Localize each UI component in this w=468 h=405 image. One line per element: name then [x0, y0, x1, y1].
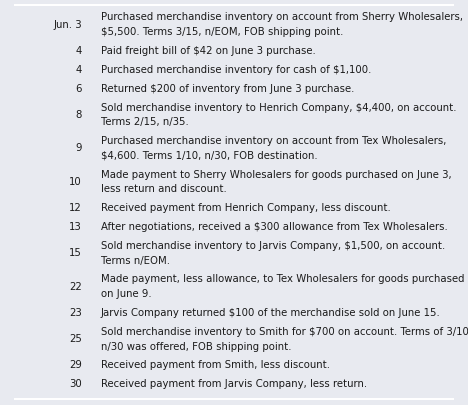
Text: Returned $200 of inventory from June 3 purchase.: Returned $200 of inventory from June 3 p… — [101, 83, 354, 94]
Text: 4: 4 — [75, 46, 82, 56]
Text: Purchased merchandise inventory for cash of $1,100.: Purchased merchandise inventory for cash… — [101, 65, 371, 75]
Text: Terms 2/15, n/35.: Terms 2/15, n/35. — [101, 117, 188, 127]
Text: Terms n/EOM.: Terms n/EOM. — [101, 255, 169, 265]
Text: 25: 25 — [69, 333, 82, 343]
Text: 29: 29 — [69, 360, 82, 369]
Text: 8: 8 — [75, 110, 82, 119]
Text: Purchased merchandise inventory on account from Sherry Wholesalers,: Purchased merchandise inventory on accou… — [101, 13, 463, 22]
Text: Sold merchandise inventory to Smith for $700 on account. Terms of 3/10,: Sold merchandise inventory to Smith for … — [101, 326, 468, 336]
Text: 15: 15 — [69, 248, 82, 258]
Text: Received payment from Henrich Company, less discount.: Received payment from Henrich Company, l… — [101, 202, 390, 213]
Text: 10: 10 — [69, 177, 82, 187]
Text: 9: 9 — [75, 143, 82, 153]
Text: less return and discount.: less return and discount. — [101, 184, 227, 194]
Text: $4,600. Terms 1/10, n/30, FOB destination.: $4,600. Terms 1/10, n/30, FOB destinatio… — [101, 150, 317, 160]
Text: n/30 was offered, FOB shipping point.: n/30 was offered, FOB shipping point. — [101, 341, 291, 351]
Text: 13: 13 — [69, 222, 82, 232]
Text: 22: 22 — [69, 281, 82, 291]
Text: 30: 30 — [69, 378, 82, 388]
Text: Made payment, less allowance, to Tex Wholesalers for goods purchased: Made payment, less allowance, to Tex Who… — [101, 274, 464, 284]
Text: 4: 4 — [75, 65, 82, 75]
Text: Purchased merchandise inventory on account from Tex Wholesalers,: Purchased merchandise inventory on accou… — [101, 136, 446, 146]
Text: Made payment to Sherry Wholesalers for goods purchased on June 3,: Made payment to Sherry Wholesalers for g… — [101, 169, 451, 179]
Text: Jarvis Company returned $100 of the merchandise sold on June 15.: Jarvis Company returned $100 of the merc… — [101, 307, 440, 317]
Text: on June 9.: on June 9. — [101, 288, 151, 298]
Text: Jun. 3: Jun. 3 — [53, 20, 82, 30]
Text: 23: 23 — [69, 307, 82, 317]
Text: $5,500. Terms 3/15, n/EOM, FOB shipping point.: $5,500. Terms 3/15, n/EOM, FOB shipping … — [101, 27, 343, 37]
Text: Paid freight bill of $42 on June 3 purchase.: Paid freight bill of $42 on June 3 purch… — [101, 46, 315, 56]
Text: Sold merchandise inventory to Henrich Company, $4,400, on account.: Sold merchandise inventory to Henrich Co… — [101, 102, 456, 112]
Text: Received payment from Jarvis Company, less return.: Received payment from Jarvis Company, le… — [101, 378, 367, 388]
Text: 12: 12 — [69, 202, 82, 213]
Text: After negotiations, received a $300 allowance from Tex Wholesalers.: After negotiations, received a $300 allo… — [101, 222, 447, 232]
Text: Received payment from Smith, less discount.: Received payment from Smith, less discou… — [101, 360, 329, 369]
Text: Sold merchandise inventory to Jarvis Company, $1,500, on account.: Sold merchandise inventory to Jarvis Com… — [101, 240, 445, 250]
Text: 6: 6 — [75, 83, 82, 94]
